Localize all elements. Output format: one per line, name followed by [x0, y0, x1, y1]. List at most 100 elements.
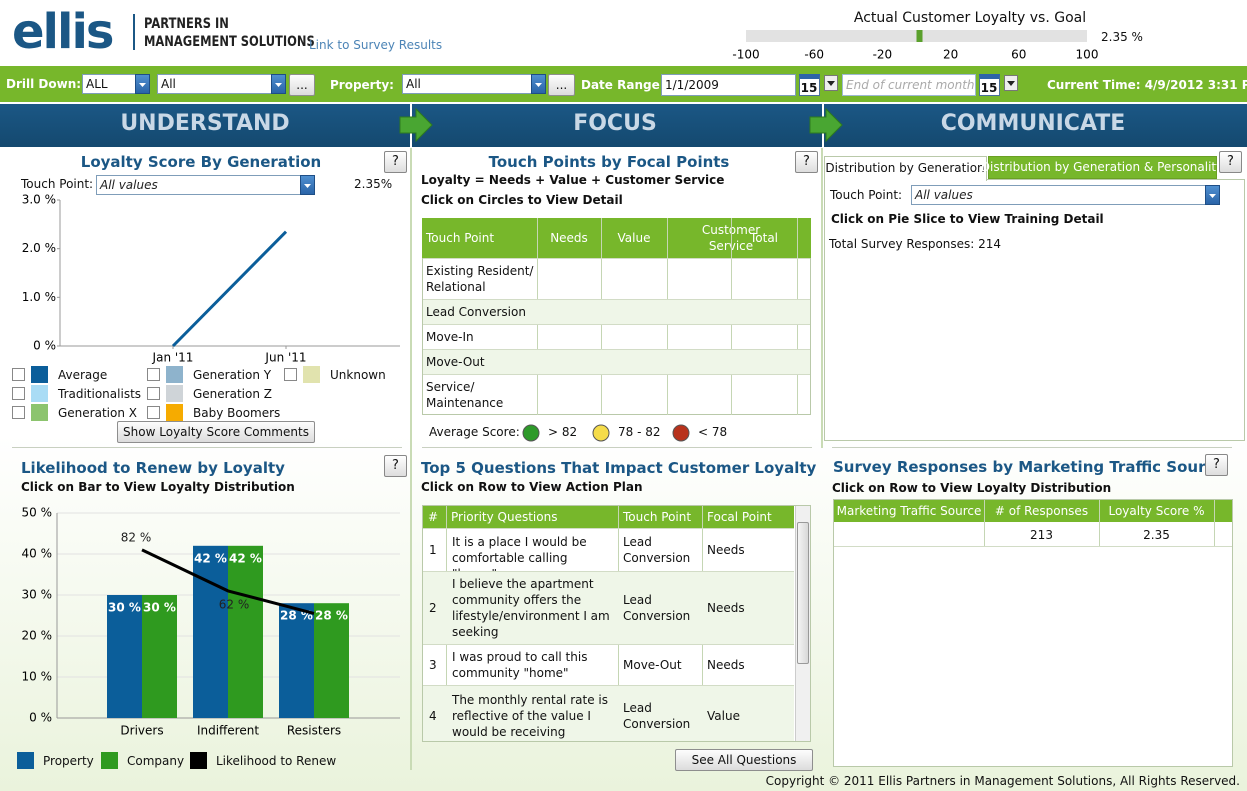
footer: Copyright © 2011 Ellis Partners in Manag…: [765, 774, 1240, 788]
help-button[interactable]: [1205, 454, 1228, 476]
bar[interactable]: [142, 595, 177, 718]
row-number: 4: [429, 708, 437, 723]
help-label[interactable]: ?: [1227, 154, 1234, 169]
gauge-tick-label: 20: [943, 48, 958, 62]
table-row: [423, 349, 810, 374]
button-label[interactable]: ...: [555, 78, 568, 92]
table-header: [422, 218, 811, 258]
legend-title: Average Score:: [429, 425, 520, 439]
column-header: Touch Point: [623, 510, 692, 524]
step-title: FOCUS: [573, 111, 657, 136]
step-title: COMMUNICATE: [940, 111, 1126, 136]
x-tick-label: Jun '11: [264, 351, 306, 365]
logo: ellis: [12, 4, 114, 60]
legend-swatch: [17, 752, 34, 769]
legend-checkbox[interactable]: [284, 368, 297, 381]
dropdown-arrow[interactable]: [1205, 185, 1220, 205]
date-input[interactable]: [661, 74, 796, 96]
calendar-day: 15: [980, 81, 998, 95]
dropdown-arrow[interactable]: [135, 74, 150, 94]
table-row: [423, 299, 810, 324]
calendar-button[interactable]: [979, 74, 1000, 96]
bar[interactable]: [193, 545, 228, 718]
help-button[interactable]: [795, 151, 818, 173]
help-label[interactable]: ?: [1213, 457, 1220, 472]
legend-label: Property: [43, 754, 94, 768]
column-header: Loyalty Score %: [1108, 504, 1205, 518]
select[interactable]: [157, 74, 286, 94]
column-header: Touch Point: [426, 231, 495, 245]
logo-rule: [133, 14, 135, 50]
y-tick-label: 10 %: [22, 670, 53, 684]
panel-subtitle: Click on Circles to View Detail: [421, 193, 623, 207]
bar[interactable]: [314, 603, 349, 718]
button-label[interactable]: ...: [296, 78, 308, 92]
dropdown-button[interactable]: [824, 75, 838, 91]
calendar-button[interactable]: [799, 74, 820, 96]
bar[interactable]: [279, 603, 314, 718]
series-line: [141, 548, 315, 615]
legend-label: 78 - 82: [618, 425, 661, 439]
button[interactable]: [675, 749, 813, 771]
select-value: All values: [100, 178, 158, 192]
panel-title: Top 5 Questions That Impact Customer Loy…: [421, 459, 817, 477]
data-label: 42 %: [194, 551, 227, 565]
question: The monthly rental rate is reflective of…: [452, 692, 608, 739]
table-row[interactable]: [423, 571, 794, 644]
tab[interactable]: [988, 156, 1217, 179]
row-number: 2: [429, 600, 437, 615]
table-row: [423, 374, 810, 415]
tab[interactable]: [824, 156, 987, 181]
data-label: 62 %: [219, 597, 250, 611]
button-label[interactable]: See All Questions: [691, 753, 797, 767]
button[interactable]: [548, 74, 575, 96]
survey-link[interactable]: Link to Survey Results: [309, 38, 443, 52]
help-label[interactable]: ?: [392, 458, 399, 473]
scroll-thumb[interactable]: [797, 522, 809, 664]
tab-label[interactable]: Distribution by Generation & Personality: [980, 160, 1224, 174]
legend-swatch: [101, 752, 118, 769]
table-row[interactable]: [423, 528, 794, 571]
button[interactable]: [289, 74, 315, 96]
help-label[interactable]: ?: [803, 154, 810, 169]
y-tick-label: 2.0 %: [22, 241, 56, 255]
gauge-title: Actual Customer Loyalty vs. Goal: [853, 10, 1087, 26]
button-label[interactable]: Show Loyalty Score Comments: [123, 425, 309, 439]
legend-checkbox[interactable]: [147, 387, 160, 400]
legend-checkbox[interactable]: [12, 387, 25, 400]
bar[interactable]: [228, 545, 263, 718]
bar[interactable]: [107, 595, 142, 718]
legend-checkbox[interactable]: [12, 368, 25, 381]
dropdown-button[interactable]: [1004, 75, 1018, 91]
legend-label: Average: [58, 368, 108, 382]
help-label[interactable]: ?: [392, 154, 399, 169]
legend-checkbox[interactable]: [147, 368, 160, 381]
table-row[interactable]: [423, 644, 794, 685]
row-label: Move-In: [426, 329, 474, 344]
dropdown-arrow[interactable]: [271, 74, 286, 94]
tagline: PARTNERS IN: [144, 16, 229, 32]
table-row: [423, 258, 810, 299]
y-tick-label: 0 %: [33, 339, 56, 353]
help-button[interactable]: [1219, 151, 1242, 173]
step-band: [412, 104, 822, 147]
legend-checkbox[interactable]: [12, 406, 25, 419]
column-header: Priority Questions: [451, 510, 558, 524]
dropdown-arrow[interactable]: [300, 175, 315, 195]
field-label: Touch Point:: [21, 177, 94, 191]
date-input[interactable]: [842, 74, 976, 96]
help-button[interactable]: [384, 455, 407, 477]
legend-label: Generation Z: [193, 387, 272, 401]
dropdown-arrow[interactable]: [531, 74, 546, 94]
row-number: 3: [429, 657, 437, 672]
table-row[interactable]: [423, 685, 794, 741]
table-row[interactable]: [834, 522, 1232, 547]
column-header: # of Responses: [994, 504, 1089, 518]
select[interactable]: [402, 74, 546, 94]
legend-checkbox[interactable]: [147, 406, 160, 419]
help-button[interactable]: [384, 151, 407, 173]
tab-label[interactable]: Distribution by Generation: [825, 161, 985, 175]
question: I believe the apartment community offers…: [452, 576, 610, 639]
button[interactable]: [117, 421, 315, 443]
column-header: #: [428, 510, 439, 524]
